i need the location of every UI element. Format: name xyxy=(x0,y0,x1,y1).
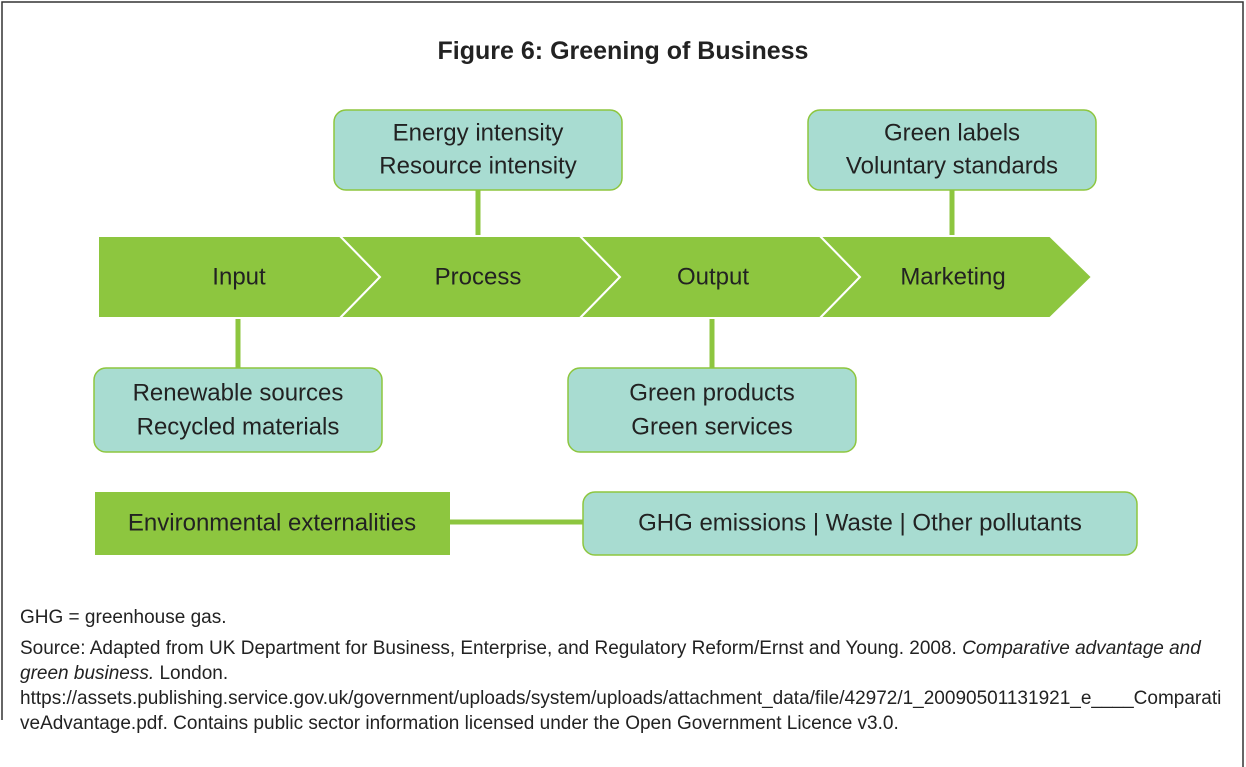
stage-label: Input xyxy=(212,263,266,290)
box xyxy=(93,367,383,453)
connectors xyxy=(235,190,955,525)
externalities-box xyxy=(95,492,450,555)
source-rest: London. https://assets.publishing.servic… xyxy=(20,663,1222,734)
source-title: Comparative advantage and green business… xyxy=(20,638,1201,684)
box-text: Green services xyxy=(631,413,792,440)
box-text: Renewable sources xyxy=(133,379,344,406)
chevron xyxy=(817,235,1094,319)
box-text: Voluntary standards xyxy=(846,152,1058,179)
externalities-label: Environmental externalities xyxy=(128,509,416,536)
stage-label: Marketing xyxy=(900,263,1005,290)
box-text: Recycled materials xyxy=(137,413,340,440)
box-text: Green products xyxy=(629,379,794,406)
source-prefix: Source: Adapted from UK Department for B… xyxy=(20,638,957,659)
box-text: Resource intensity xyxy=(379,152,576,179)
box xyxy=(807,109,1097,191)
abbreviation-note: GHG = greenhouse gas. xyxy=(20,607,227,628)
box xyxy=(333,109,623,191)
figure-title: Figure 6: Greening of Business xyxy=(438,37,809,65)
chevrons xyxy=(97,235,1094,319)
figure-title-text: Greening of Business xyxy=(550,37,808,65)
source-note: Source: Adapted from UK Department for B… xyxy=(20,636,1230,736)
stage-label: Process xyxy=(435,263,522,290)
box-text: Green labels xyxy=(884,119,1020,146)
figure-label: Figure 6: xyxy=(438,37,544,65)
box-text: Energy intensity xyxy=(393,119,564,146)
box xyxy=(567,367,857,453)
stage-label: Output xyxy=(677,263,749,290)
externalities-items: GHG emissions | Waste | Other pollutants xyxy=(638,509,1082,536)
box xyxy=(582,491,1138,556)
